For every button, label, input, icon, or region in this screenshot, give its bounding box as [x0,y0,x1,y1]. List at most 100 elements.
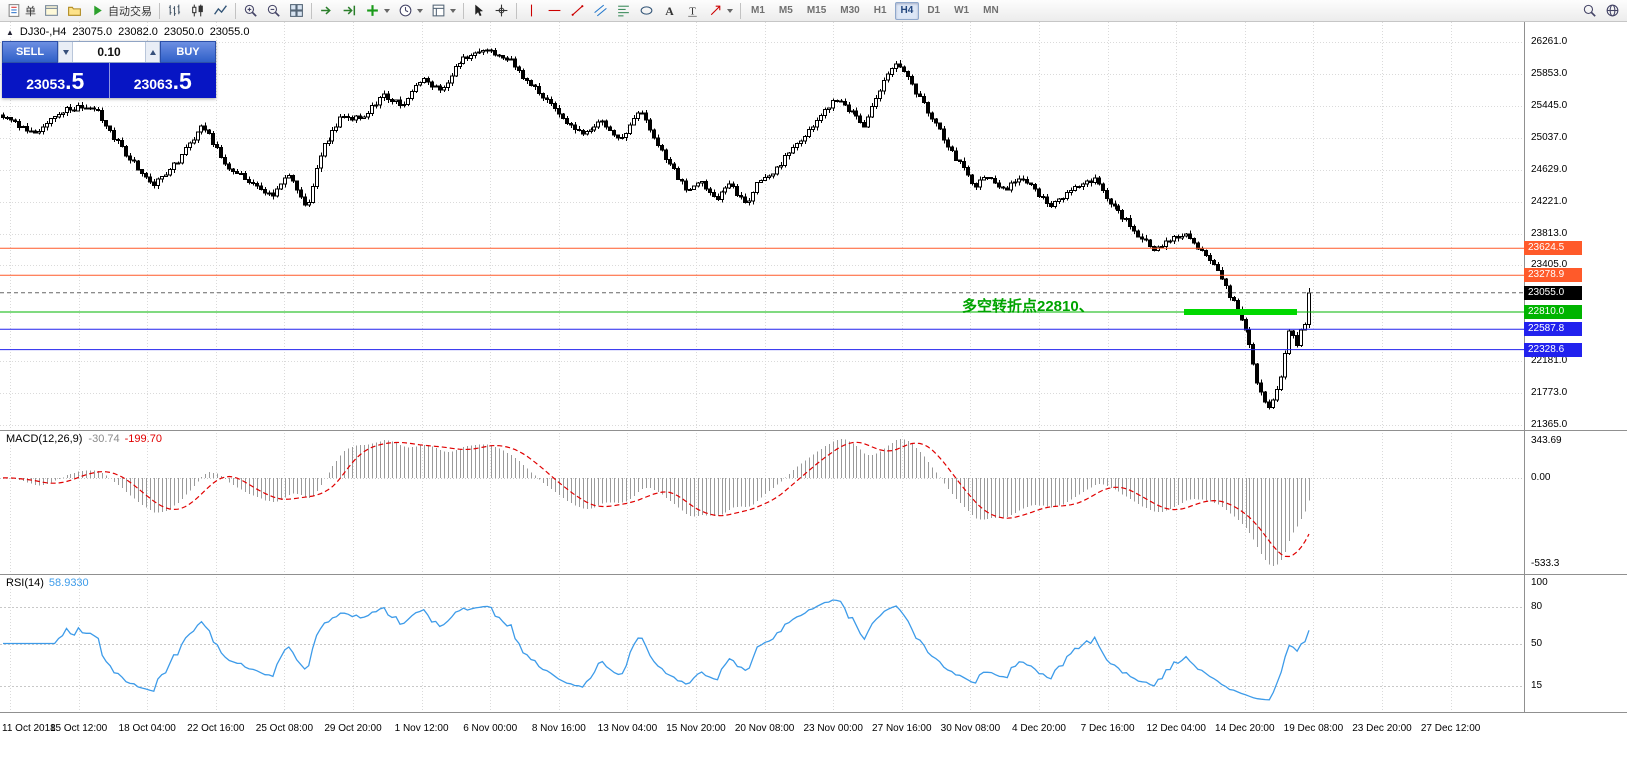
buy-button[interactable]: BUY [160,41,216,63]
new-order-button[interactable]: 单 [3,1,40,20]
symbol-info: ▲ DJ30-,H4 23075.0 23082.0 23050.0 23055… [6,26,249,38]
bar-chart-button[interactable] [163,1,186,20]
rsi-indicator-label: RSI(14) 58.9330 [6,577,89,589]
trendline-button[interactable] [566,1,589,20]
lot-size-input[interactable] [73,42,145,62]
indicators-list-button[interactable] [361,1,394,20]
candlestick-chart-button[interactable] [186,1,209,20]
time-axis-label: 19 Dec 08:00 [1283,723,1344,734]
profiles-icon [67,3,82,18]
time-axis-label: 25 Oct 08:00 [255,723,314,734]
timeframe-d1[interactable]: D1 [921,2,946,20]
toolbar-right-group [1578,1,1624,20]
periods-button[interactable] [394,1,427,20]
tile-windows-button[interactable] [285,1,308,20]
price-level-badge: 23055.0 [1524,285,1582,300]
candles-icon [190,3,205,18]
buy-price-display[interactable]: 23063.5 [108,63,217,98]
globe-icon [1605,3,1620,18]
timeframe-h4[interactable]: H4 [894,1,920,20]
equidistant-channel-button[interactable] [589,1,612,20]
chart-shift-button[interactable] [338,1,361,20]
macd-axis-label: 343.69 [1531,435,1562,446]
time-axis-label: 20 Nov 08:00 [734,723,795,734]
vertical-line-button[interactable] [520,1,543,20]
timeframe-mn[interactable]: MN [977,2,1005,20]
time-axis-label: 23 Dec 20:00 [1352,723,1412,734]
time-axis-label: 13 Nov 04:00 [597,723,658,734]
sell-price-display[interactable]: 23053.5 [2,63,109,98]
chart-windows-button[interactable] [40,1,63,20]
shapes-button[interactable] [635,1,658,20]
macd-axis-label: -533.3 [1531,558,1560,569]
cursor-button[interactable] [467,1,490,20]
lot-decrease-button[interactable] [58,42,73,62]
macd-title: MACD(12,26,9) [6,433,83,445]
plus-icon [365,3,380,18]
zoom-in-button[interactable] [239,1,262,20]
timeframe-m5[interactable]: M5 [773,2,799,20]
toolbar-separator [159,2,160,19]
timeframe-h1[interactable]: H1 [868,2,893,20]
svg-text:A: A [665,5,674,18]
ellipse-icon [639,3,654,18]
price-tick-label: 24221.0 [1531,195,1568,207]
templates-button[interactable] [427,1,460,20]
timeframe-w1[interactable]: W1 [948,2,975,20]
line-icon [213,3,228,18]
tile-icon [289,3,304,18]
indicator-lines [3,441,1310,701]
window-icon [44,3,59,18]
zoom-out-button[interactable] [262,1,285,20]
grid-lines [0,22,1524,712]
time-axis-label: 29 Oct 20:00 [324,723,382,734]
cursor-icon [471,3,486,18]
time-axis-label: 12 Dec 04:00 [1146,723,1206,734]
sell-price-pips: .5 [65,68,85,94]
time-axis-label: 14 Dec 20:00 [1215,723,1275,734]
time-axis-label: 27 Nov 16:00 [872,723,932,734]
sell-button[interactable]: SELL [2,41,58,63]
label-t-icon: T [685,3,700,18]
line-chart-button[interactable] [209,1,232,20]
lot-size-control [58,41,160,63]
profiles-button[interactable] [63,1,86,20]
auto-scroll-button[interactable] [315,1,338,20]
macd-signal-value: -199.70 [124,433,162,445]
community-button[interactable] [1601,1,1624,20]
toolbar-separator [516,2,517,19]
candles-group [1,48,1311,410]
timeframe-m15[interactable]: M15 [801,2,832,20]
triangle-up-icon [149,49,156,55]
time-axis[interactable]: 11 Oct 2018 15 Oct 12:00 18 Oct 04:00 22 Oc… [0,713,1524,763]
time-axis-label: 30 Nov 08:00 [940,723,1001,734]
sell-price-main: 23053 [26,76,66,92]
ohlc-low: 23050.0 [163,26,204,38]
autotrading-button[interactable]: 自动交易 [86,1,156,20]
search-button[interactable] [1578,1,1601,20]
price-tick-label: 25037.0 [1531,131,1568,143]
lot-increase-button[interactable] [145,42,160,62]
horizontal-line-button[interactable] [543,1,566,20]
price-tick-label: 24629.0 [1531,163,1568,175]
fibonacci-retracement-button[interactable] [612,1,635,20]
arrows-button[interactable] [704,1,737,20]
time-axis-label: 8 Nov 16:00 [531,723,586,734]
toolbar-separator [235,2,236,19]
search-icon [1582,3,1597,18]
rsi-value: 58.9330 [48,577,89,589]
text-button[interactable]: A [658,1,681,20]
crosshair-button[interactable] [490,1,513,20]
price-axis[interactable]: 26261.0 25853.0 25445.0 25037.0 24629.0 24221… [1524,22,1627,712]
text-label-button[interactable]: T [681,1,704,20]
one-click-toggle-icon[interactable]: ▲ [6,27,14,37]
horizontal-level-lines [0,247,1524,351]
time-axis-label: 18 Oct 04:00 [118,723,176,734]
timeframe-m1[interactable]: M1 [745,2,771,20]
trend-icon [570,3,585,18]
timeframe-m30[interactable]: M30 [834,2,865,20]
price-tick-label: 21365.0 [1531,418,1568,430]
fibo-icon [616,3,631,18]
price-tick-label: 22181.0 [1531,355,1568,367]
